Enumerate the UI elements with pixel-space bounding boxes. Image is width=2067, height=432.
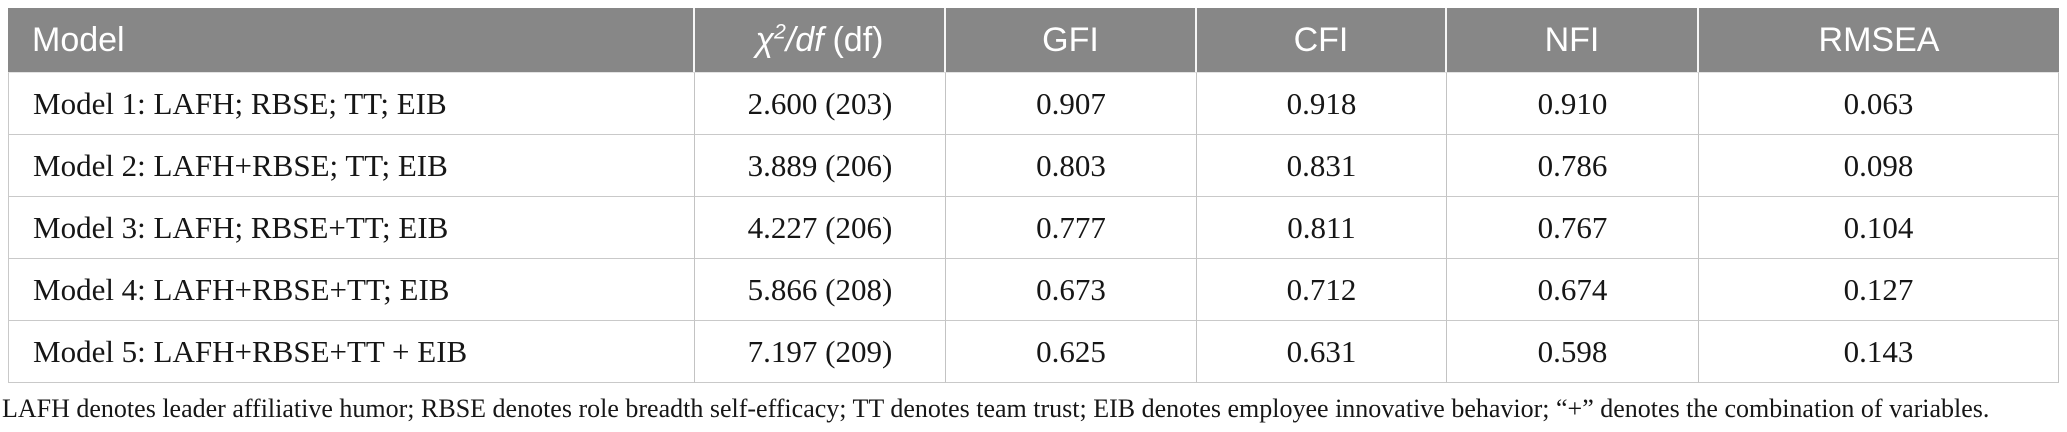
chi-df-paren: (df) <box>832 20 884 59</box>
rmsea-cell: 0.127 <box>1699 259 2059 321</box>
chi-slash-df: /df <box>785 20 824 59</box>
table-row: Model 2: LAFH+RBSE; TT; EIB 3.889 (206) … <box>8 135 2059 197</box>
table-row: Model 1: LAFH; RBSE; TT; EIB 2.600 (203)… <box>8 72 2059 135</box>
gfi-cell: 0.625 <box>946 321 1197 383</box>
table-row: Model 4: LAFH+RBSE+TT; EIB 5.866 (208) 0… <box>8 259 2059 321</box>
chi2df-cell: 3.889 (206) <box>695 135 946 197</box>
cfi-cell: 0.831 <box>1197 135 1447 197</box>
model-fit-table: Model χ2/df (df) GFI CFI NFI RMSEA Model … <box>8 8 2059 383</box>
cfi-cell: 0.712 <box>1197 259 1447 321</box>
nfi-cell: 0.910 <box>1447 72 1699 135</box>
chi2df-cell: 7.197 (209) <box>695 321 946 383</box>
chi2df-cell: 5.866 (208) <box>695 259 946 321</box>
nfi-cell: 0.674 <box>1447 259 1699 321</box>
gfi-cell: 0.673 <box>946 259 1197 321</box>
cfi-cell: 0.918 <box>1197 72 1447 135</box>
chi2df-cell: 2.600 (203) <box>695 72 946 135</box>
cfi-cell: 0.811 <box>1197 197 1447 259</box>
gfi-cell: 0.777 <box>946 197 1197 259</box>
table-row: Model 3: LAFH; RBSE+TT; EIB 4.227 (206) … <box>8 197 2059 259</box>
col-header-model: Model <box>8 8 695 72</box>
model-cell: Model 3: LAFH; RBSE+TT; EIB <box>8 197 695 259</box>
chi-symbol: χ <box>755 20 775 59</box>
model-cell: Model 5: LAFH+RBSE+TT + EIB <box>8 321 695 383</box>
chi-exponent: 2 <box>774 20 786 44</box>
table-row: Model 5: LAFH+RBSE+TT + EIB 7.197 (209) … <box>8 321 2059 383</box>
table-footnote: LAFH denotes leader affiliative humor; R… <box>2 394 1990 423</box>
model-cell: Model 1: LAFH; RBSE; TT; EIB <box>8 72 695 135</box>
gfi-cell: 0.803 <box>946 135 1197 197</box>
nfi-cell: 0.767 <box>1447 197 1699 259</box>
rmsea-cell: 0.098 <box>1699 135 2059 197</box>
nfi-cell: 0.786 <box>1447 135 1699 197</box>
chi2df-cell: 4.227 (206) <box>695 197 946 259</box>
rmsea-cell: 0.143 <box>1699 321 2059 383</box>
table-container: Model χ2/df (df) GFI CFI NFI RMSEA Model … <box>8 8 2059 383</box>
cfi-cell: 0.631 <box>1197 321 1447 383</box>
col-header-chi2df: χ2/df (df) <box>695 8 946 72</box>
col-header-rmsea: RMSEA <box>1699 8 2059 72</box>
rmsea-cell: 0.104 <box>1699 197 2059 259</box>
rmsea-cell: 0.063 <box>1699 72 2059 135</box>
model-cell: Model 2: LAFH+RBSE; TT; EIB <box>8 135 695 197</box>
col-header-cfi: CFI <box>1197 8 1447 72</box>
nfi-cell: 0.598 <box>1447 321 1699 383</box>
col-header-nfi: NFI <box>1447 8 1699 72</box>
header-row: Model χ2/df (df) GFI CFI NFI RMSEA <box>8 8 2059 72</box>
gfi-cell: 0.907 <box>946 72 1197 135</box>
col-header-gfi: GFI <box>946 8 1197 72</box>
model-cell: Model 4: LAFH+RBSE+TT; EIB <box>8 259 695 321</box>
